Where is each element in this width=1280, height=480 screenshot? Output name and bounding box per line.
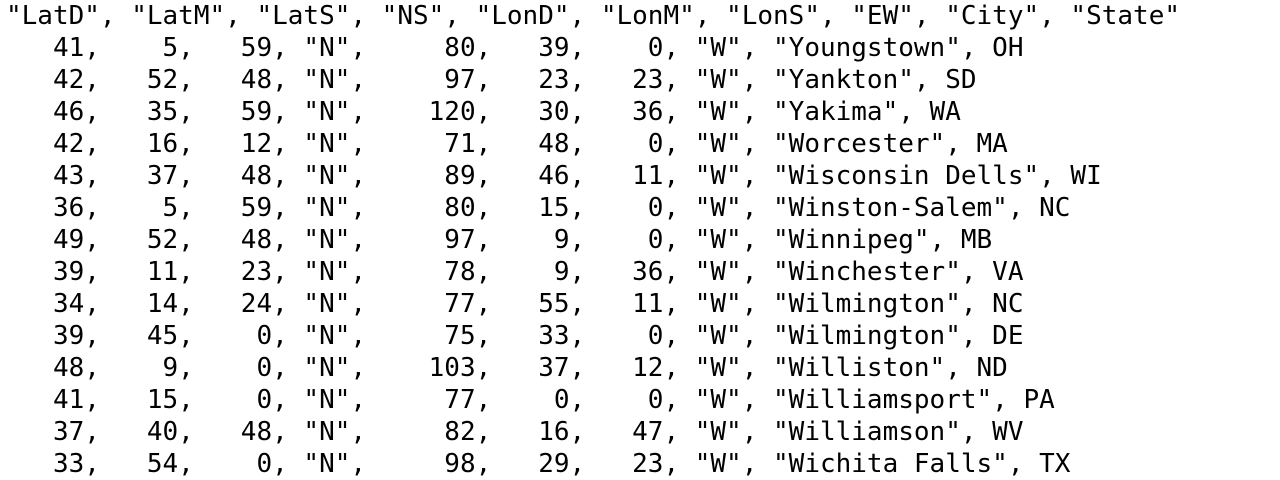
csv-data-line: 34, 14, 24, "N", 77, 55, 11, "W", "Wilmi… — [6, 289, 1024, 319]
csv-data-line: 42, 52, 48, "N", 97, 23, 23, "W", "Yankt… — [6, 65, 977, 95]
csv-data-line: 36, 5, 59, "N", 80, 15, 0, "W", "Winston… — [6, 193, 1071, 223]
csv-data-line: 43, 37, 48, "N", 89, 46, 11, "W", "Wisco… — [6, 161, 1102, 191]
csv-data-line: 41, 15, 0, "N", 77, 0, 0, "W", "Williams… — [6, 385, 1055, 415]
csv-data-line: 39, 45, 0, "N", 75, 33, 0, "W", "Wilming… — [6, 321, 1024, 351]
csv-header-line: "LatD", "LatM", "LatS", "NS", "LonD", "L… — [6, 1, 1180, 31]
csv-data-line: 37, 40, 48, "N", 82, 16, 47, "W", "Willi… — [6, 417, 1024, 447]
csv-data-line: 46, 35, 59, "N", 120, 30, 36, "W", "Yaki… — [6, 97, 961, 127]
csv-data-line: 41, 5, 59, "N", 80, 39, 0, "W", "Youngst… — [6, 33, 1024, 63]
csv-data-line: 48, 9, 0, "N", 103, 37, 12, "W", "Willis… — [6, 353, 1008, 383]
csv-data-line: 33, 54, 0, "N", 98, 29, 23, "W", "Wichit… — [6, 449, 1071, 479]
csv-data-line: 39, 11, 23, "N", 78, 9, 36, "W", "Winche… — [6, 257, 1024, 287]
csv-data-line: 42, 16, 12, "N", 71, 48, 0, "W", "Worces… — [6, 129, 1008, 159]
csv-data-line: 49, 52, 48, "N", 97, 9, 0, "W", "Winnipe… — [6, 225, 993, 255]
